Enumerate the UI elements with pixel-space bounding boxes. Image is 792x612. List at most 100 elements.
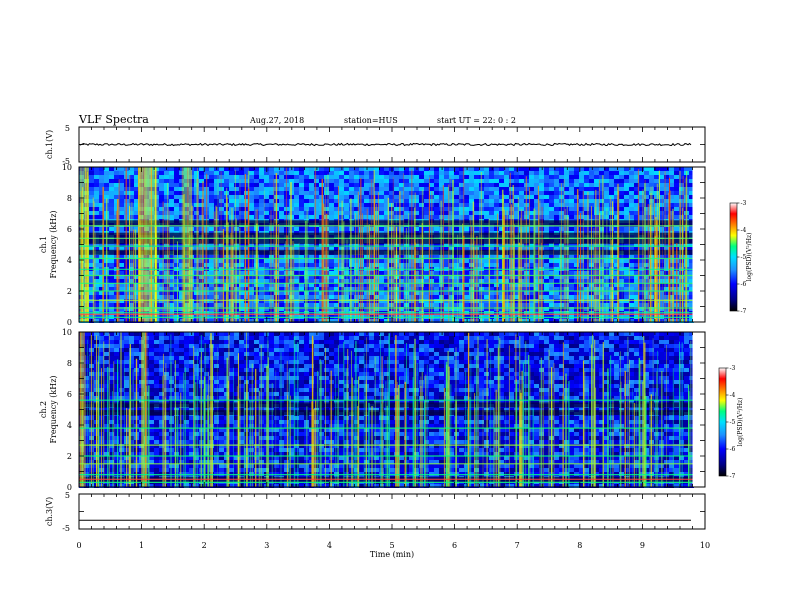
spectrogram-cell bbox=[514, 191, 519, 195]
spectrogram-cell bbox=[664, 227, 669, 231]
spectrogram-cell bbox=[364, 255, 369, 259]
spectrogram-cell bbox=[549, 319, 554, 323]
spectrogram-cell bbox=[354, 247, 359, 251]
spectrogram-cell bbox=[624, 263, 629, 267]
spectrogram-cell bbox=[544, 255, 549, 259]
spectrogram-cell bbox=[409, 299, 414, 303]
spectrogram-cell bbox=[309, 247, 314, 251]
spectrogram-cell bbox=[89, 291, 94, 295]
spectrogram-cell bbox=[579, 287, 584, 291]
spectrogram-cell bbox=[539, 171, 544, 175]
spectrogram-cell bbox=[469, 279, 474, 283]
spectrogram-cell bbox=[659, 227, 664, 231]
spectrogram-cell bbox=[269, 215, 274, 219]
spectrogram-cell bbox=[429, 167, 434, 171]
spectrogram-cell bbox=[504, 303, 509, 307]
spectrogram-cell bbox=[574, 263, 579, 267]
spectrogram-cell bbox=[239, 303, 244, 307]
spectrogram-cell bbox=[159, 215, 164, 219]
spectrogram-cell bbox=[279, 275, 284, 279]
spectrogram-cell bbox=[309, 263, 314, 267]
spectrogram-cell bbox=[624, 243, 629, 247]
spectrogram-cell bbox=[599, 179, 604, 183]
spectrogram-cell bbox=[254, 183, 259, 187]
spectrogram-cell bbox=[549, 243, 554, 247]
spectrogram-cell bbox=[244, 263, 249, 267]
spectrogram-cell bbox=[689, 319, 694, 323]
spectrogram-cell bbox=[604, 191, 609, 195]
spectrogram-cell bbox=[449, 199, 454, 203]
spectrogram-cell bbox=[499, 295, 504, 299]
spectrogram-cell bbox=[369, 211, 374, 215]
spectrogram-cell bbox=[359, 211, 364, 215]
spectrogram-cell bbox=[244, 247, 249, 251]
spectrogram-cell bbox=[644, 263, 649, 267]
spectrogram-cell bbox=[344, 283, 349, 287]
spectrogram-cell bbox=[674, 179, 679, 183]
ch1-ytick-bottom: -5 bbox=[62, 157, 70, 166]
spectrogram-cell bbox=[629, 283, 634, 287]
spectrogram-cell bbox=[339, 227, 344, 231]
spectrogram-cell bbox=[564, 247, 569, 251]
spectrogram-cell bbox=[164, 179, 169, 183]
spectrogram-cell bbox=[539, 319, 544, 323]
spectrogram-cell bbox=[279, 215, 284, 219]
spectrogram-cell bbox=[579, 243, 584, 247]
spectrogram-cell bbox=[269, 295, 274, 299]
spectrogram-cell bbox=[594, 259, 599, 263]
spectrogram-cell bbox=[409, 271, 414, 275]
spectrogram-cell bbox=[369, 279, 374, 283]
spectrogram-cell bbox=[489, 183, 494, 187]
spectrogram-cell bbox=[439, 187, 444, 191]
spectrogram-cell bbox=[259, 195, 264, 199]
spectrogram-cell bbox=[329, 183, 334, 187]
spectrogram-cell bbox=[479, 287, 484, 291]
spectrogram-cell bbox=[424, 283, 429, 287]
spectrogram-cell bbox=[214, 183, 219, 187]
spectrogram-cell bbox=[594, 175, 599, 179]
spectrogram-cell bbox=[599, 215, 604, 219]
spectrogram-cell bbox=[634, 275, 639, 279]
spectrogram-cell bbox=[664, 247, 669, 251]
spectrogram-cell bbox=[429, 303, 434, 307]
spectrogram-cell bbox=[539, 275, 544, 279]
spectrogram-cell bbox=[639, 283, 644, 287]
spectrogram-cell bbox=[484, 191, 489, 195]
spectrogram-cell bbox=[494, 287, 499, 291]
spectrogram-cell bbox=[359, 279, 364, 283]
spectrogram-cell bbox=[229, 171, 234, 175]
spectrogram-cell bbox=[584, 171, 589, 175]
spectrogram-cell bbox=[669, 187, 674, 191]
spectrogram-cell bbox=[629, 271, 634, 275]
spectrogram-cell bbox=[489, 279, 494, 283]
spectrogram-cell bbox=[319, 247, 324, 251]
spectrogram-cell bbox=[244, 271, 249, 275]
spectrogram-cell bbox=[159, 191, 164, 195]
spectrogram-cell bbox=[359, 259, 364, 263]
spectrogram-cell bbox=[434, 215, 439, 219]
spectrogram-cell bbox=[554, 307, 559, 311]
spectrogram-cell bbox=[659, 303, 664, 307]
spectrogram-cell bbox=[434, 175, 439, 179]
spectrogram-cell bbox=[179, 187, 184, 191]
spectrogram-cell bbox=[174, 171, 179, 175]
spectrogram-cell bbox=[609, 195, 614, 199]
spectrogram-cell bbox=[329, 215, 334, 219]
spectrogram-cell bbox=[319, 287, 324, 291]
spectrogram-cell bbox=[109, 203, 114, 207]
spectrogram-cell bbox=[504, 211, 509, 215]
spectrogram-cell bbox=[509, 195, 514, 199]
spectrogram-cell bbox=[439, 179, 444, 183]
spectrogram-cell bbox=[259, 255, 264, 259]
spectrogram-cell bbox=[534, 227, 539, 231]
spectrogram-cell bbox=[554, 211, 559, 215]
spectrogram-cell bbox=[479, 319, 484, 323]
spectrogram-cell bbox=[469, 255, 474, 259]
spectrogram-cell bbox=[279, 199, 284, 203]
spectrogram-cell bbox=[429, 179, 434, 183]
spectrogram-cell bbox=[624, 199, 629, 203]
spectrogram-cell bbox=[114, 183, 119, 187]
spectrogram-cell bbox=[544, 287, 549, 291]
spectrogram-cell bbox=[129, 187, 134, 191]
spectrogram-cell bbox=[569, 287, 574, 291]
